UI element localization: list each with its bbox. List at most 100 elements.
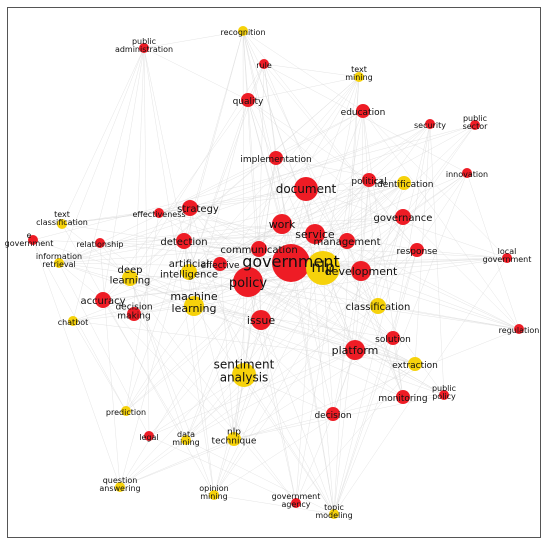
node-security[interactable] bbox=[425, 119, 435, 129]
node-nlp-technique[interactable] bbox=[227, 432, 241, 446]
label-line: decision bbox=[314, 411, 351, 421]
edge-response-solution bbox=[392, 249, 418, 339]
node-accuracy[interactable] bbox=[95, 292, 111, 308]
node-deep-learning[interactable] bbox=[122, 270, 138, 286]
edge-legal-public-administration bbox=[143, 47, 150, 437]
node-work[interactable] bbox=[272, 214, 292, 234]
label-line: education bbox=[341, 108, 386, 118]
node-question-answering[interactable] bbox=[115, 482, 125, 492]
node-text-classification[interactable] bbox=[57, 219, 67, 229]
edge-public-policy-security bbox=[429, 123, 445, 396]
node-data-mining[interactable] bbox=[181, 435, 191, 445]
label-quality: quality bbox=[233, 97, 264, 107]
label-security: security bbox=[414, 121, 446, 130]
node-government[interactable] bbox=[272, 244, 310, 282]
edge-solution-security bbox=[392, 123, 431, 339]
node-regulation[interactable] bbox=[514, 324, 524, 334]
node-decision[interactable] bbox=[326, 407, 340, 421]
label-line: government bbox=[242, 252, 340, 271]
node-extraction[interactable] bbox=[408, 357, 422, 371]
label-line: local bbox=[498, 247, 517, 256]
node-management[interactable] bbox=[339, 233, 355, 249]
edge-service-detection bbox=[183, 233, 316, 242]
label-line: policy bbox=[432, 392, 456, 401]
node-policy[interactable] bbox=[233, 267, 263, 297]
node-classification[interactable] bbox=[370, 298, 386, 314]
node-implementation[interactable] bbox=[269, 151, 283, 165]
node-government-agency[interactable] bbox=[291, 498, 301, 508]
label-line: intelligence bbox=[160, 269, 218, 280]
edge-communication-e-government bbox=[32, 239, 260, 250]
label-nlp-technique: nlp technique bbox=[212, 427, 257, 446]
node-innovation[interactable] bbox=[462, 168, 472, 178]
node-monitoring[interactable] bbox=[396, 390, 410, 404]
edge-decision-making-public-administration bbox=[133, 47, 145, 315]
node-effectiveness[interactable] bbox=[154, 208, 164, 218]
node-nlp[interactable] bbox=[306, 251, 340, 285]
node-decision-making[interactable] bbox=[127, 307, 141, 321]
node-opinion-mining[interactable] bbox=[209, 490, 219, 500]
node-identification[interactable] bbox=[397, 176, 411, 190]
node-detection[interactable] bbox=[176, 233, 192, 249]
edge-communication-chatbot bbox=[72, 248, 260, 322]
edge-relationship-question-answering bbox=[99, 242, 121, 488]
label-line: classification bbox=[346, 302, 411, 313]
node-rule[interactable] bbox=[259, 59, 269, 69]
node-information-retrieval[interactable] bbox=[54, 258, 64, 268]
edge-solution-monitoring bbox=[392, 337, 404, 398]
node-e-government[interactable] bbox=[28, 235, 38, 245]
label-line: recognition bbox=[220, 28, 265, 37]
node-strategy[interactable] bbox=[182, 200, 198, 216]
label-government: government bbox=[242, 252, 340, 271]
label-line: governance bbox=[374, 213, 433, 224]
node-issue[interactable] bbox=[251, 310, 271, 330]
node-governance[interactable] bbox=[395, 209, 411, 225]
label-line: opinion bbox=[199, 484, 228, 493]
node-local-government[interactable] bbox=[502, 253, 512, 263]
node-communication[interactable] bbox=[251, 241, 267, 257]
node-sentiment-analysis[interactable] bbox=[232, 363, 256, 387]
label-legal: legal bbox=[139, 433, 158, 442]
node-topic-modeling[interactable] bbox=[329, 509, 339, 519]
node-text-mining[interactable] bbox=[354, 72, 364, 82]
node-effective[interactable] bbox=[213, 257, 227, 271]
edge-decision-government-agency bbox=[295, 413, 334, 504]
label-line: accuracy bbox=[80, 296, 125, 307]
node-platform[interactable] bbox=[345, 340, 365, 360]
node-development[interactable] bbox=[351, 261, 371, 281]
edge-policy-governance bbox=[247, 216, 404, 283]
edge-information-retrieval-public-sector bbox=[58, 124, 476, 264]
node-education[interactable] bbox=[356, 104, 370, 118]
edge-topic-modeling-security bbox=[333, 123, 431, 515]
node-artificial-intelligence[interactable] bbox=[181, 264, 197, 280]
node-prediction[interactable] bbox=[121, 406, 131, 416]
edge-sentiment-analysis-decision bbox=[243, 374, 334, 415]
edge-accuracy-nlp-technique bbox=[102, 299, 235, 440]
edge-response-rule bbox=[263, 63, 418, 251]
label-line: security bbox=[414, 121, 446, 130]
edge-sentiment-analysis-legal bbox=[148, 374, 245, 437]
node-public-administration[interactable] bbox=[139, 43, 149, 53]
edge-implementation-identification bbox=[275, 157, 405, 184]
node-solution[interactable] bbox=[386, 331, 400, 345]
node-document[interactable] bbox=[294, 177, 318, 201]
label-line: sentiment bbox=[214, 358, 275, 372]
node-relationship[interactable] bbox=[95, 238, 105, 248]
node-quality[interactable] bbox=[241, 93, 255, 107]
node-public-sector[interactable] bbox=[470, 120, 480, 130]
edge-policy-nlp-technique bbox=[233, 281, 249, 440]
label-line: political bbox=[351, 177, 386, 187]
node-recognition[interactable] bbox=[238, 26, 248, 36]
edge-development-innovation bbox=[360, 172, 468, 272]
edge-platform-identification bbox=[354, 182, 405, 351]
label-machine-learning: machine learning bbox=[170, 290, 218, 315]
label-line: agency bbox=[281, 500, 310, 509]
node-response[interactable] bbox=[410, 243, 424, 257]
node-political[interactable] bbox=[362, 173, 376, 187]
node-legal[interactable] bbox=[144, 431, 154, 441]
node-public-policy[interactable] bbox=[439, 390, 449, 400]
node-service[interactable] bbox=[305, 224, 325, 244]
edge-effective-public-sector bbox=[219, 124, 476, 265]
node-machine-learning[interactable] bbox=[184, 296, 204, 316]
node-chatbot[interactable] bbox=[68, 316, 78, 326]
